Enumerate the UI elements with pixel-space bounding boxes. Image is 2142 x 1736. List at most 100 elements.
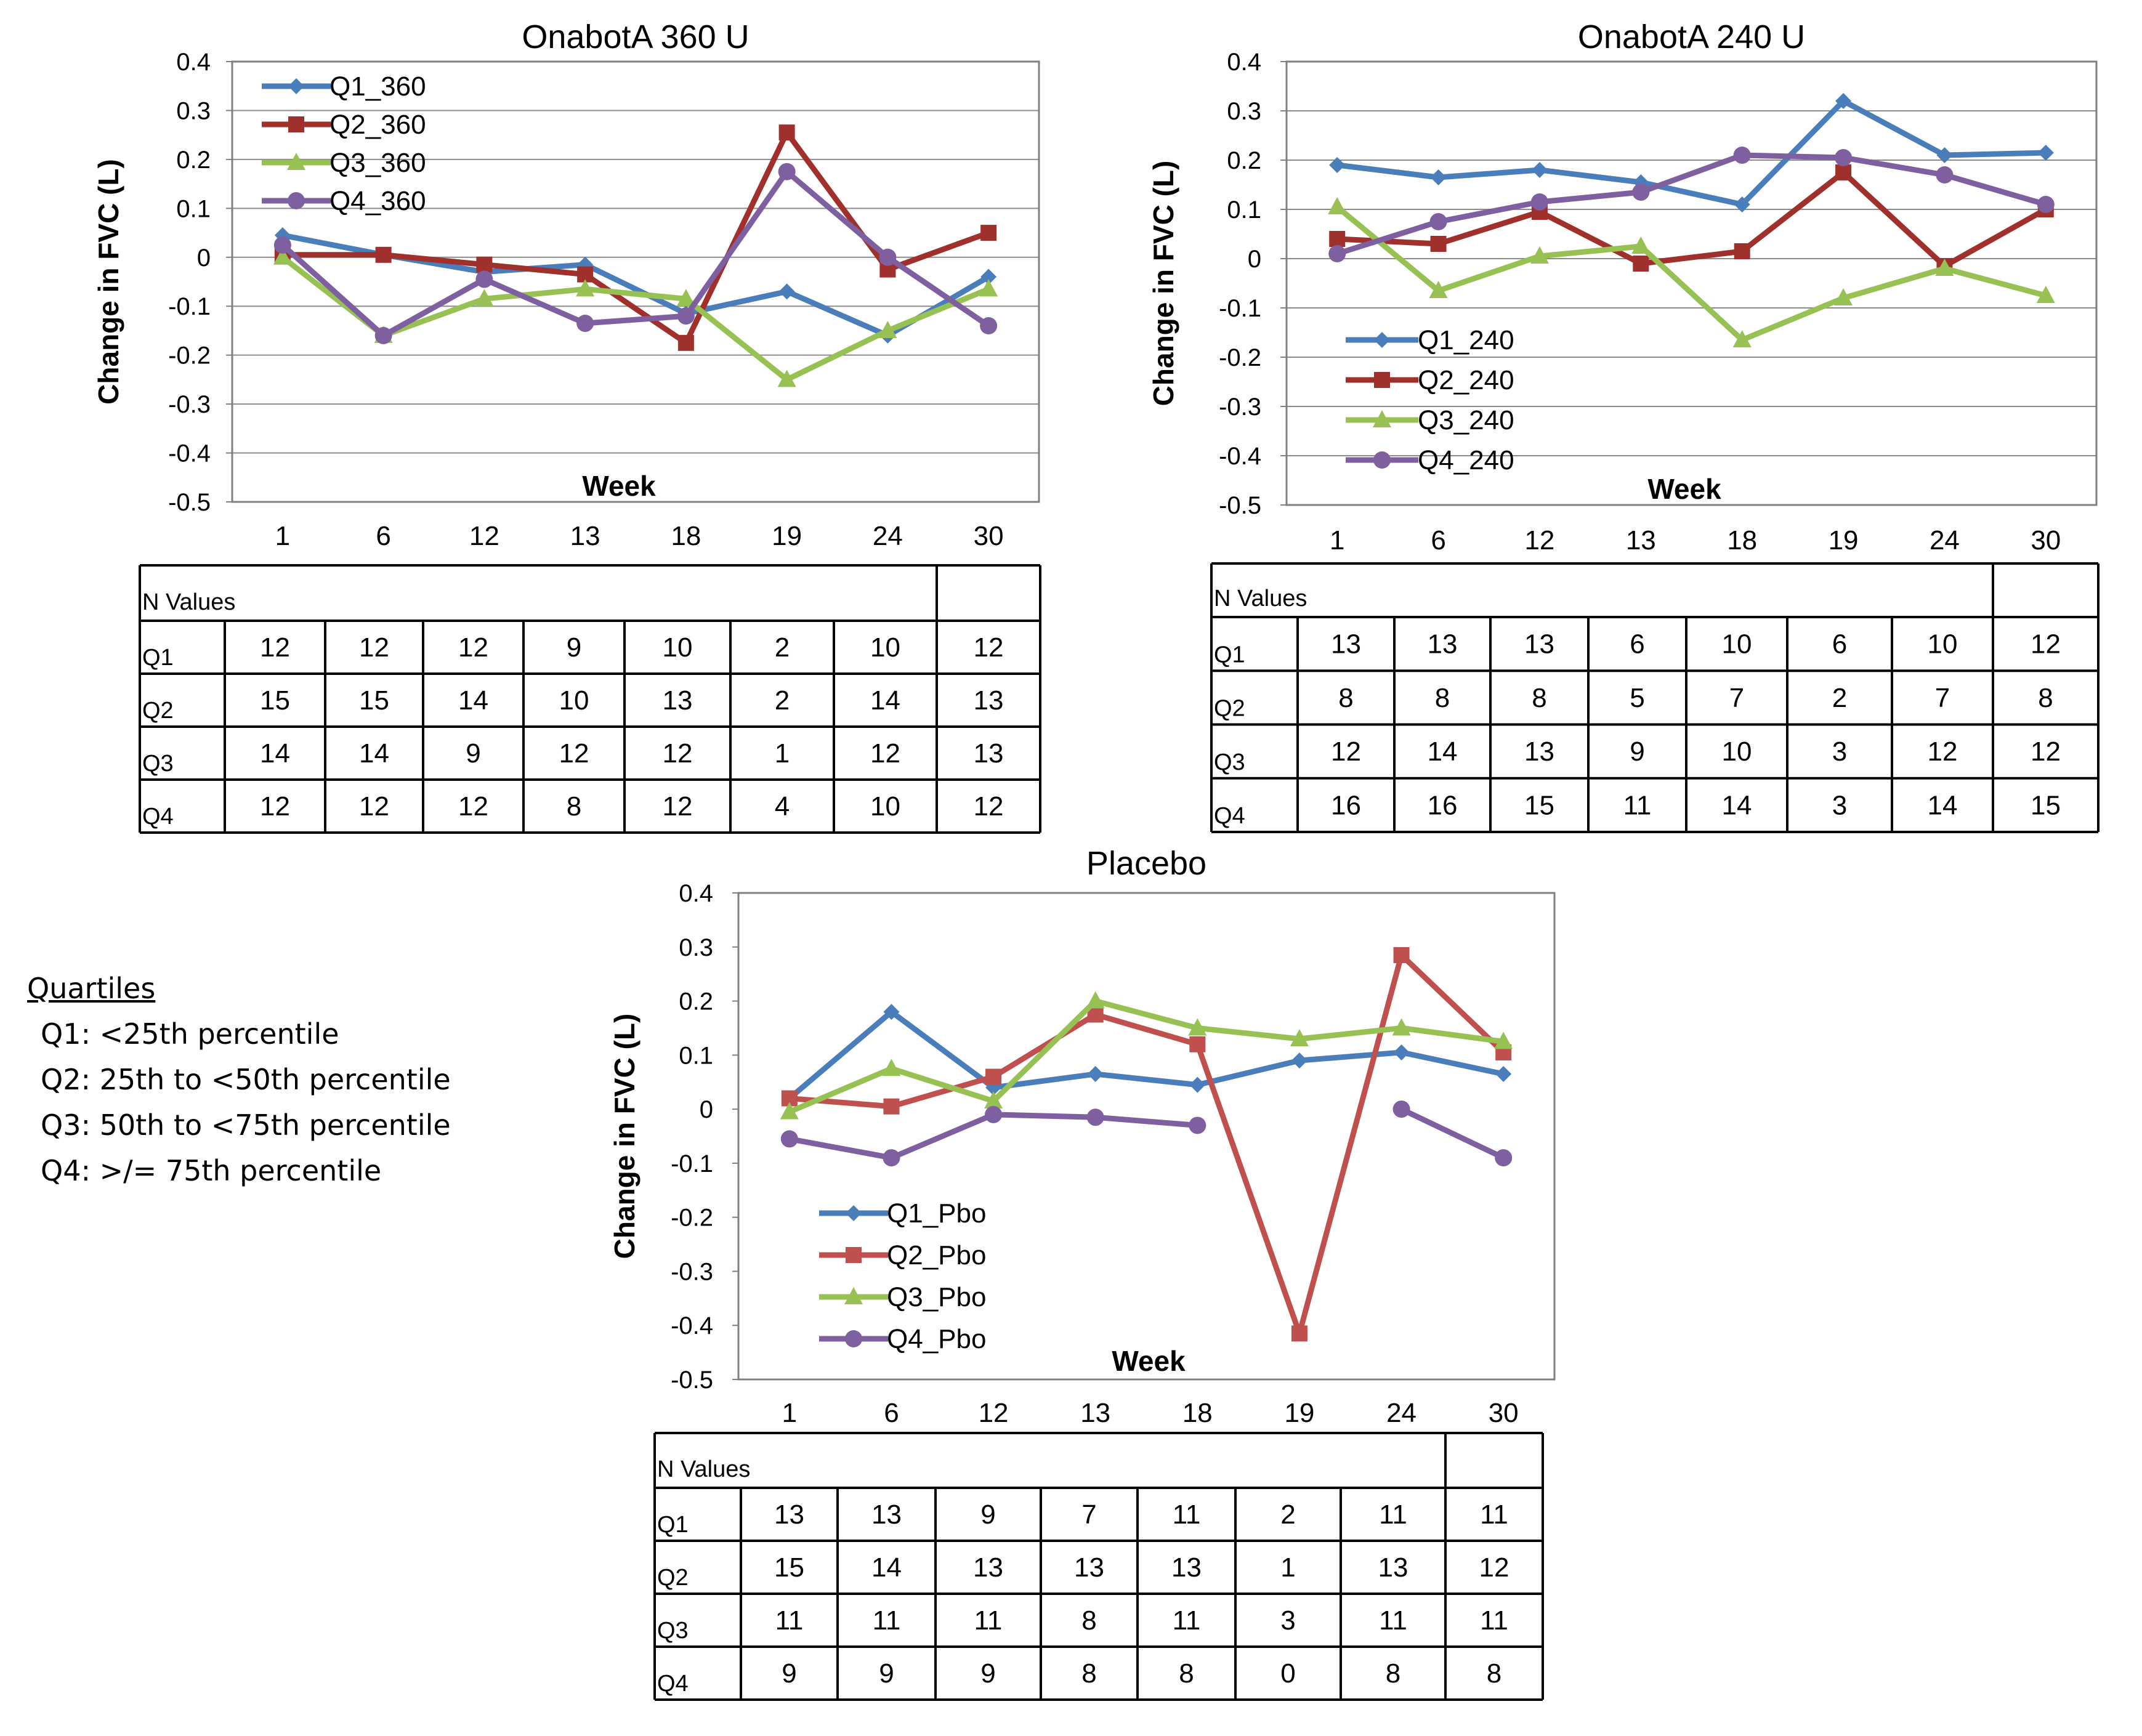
table-cell: 3	[1280, 1605, 1295, 1636]
legend-label: Q1_240	[1418, 325, 1514, 355]
table-cell: 10	[559, 685, 589, 716]
data-point	[1834, 288, 1853, 305]
y-tick-label: -0.3	[1219, 394, 1261, 421]
table-cell: 11	[1379, 1605, 1407, 1636]
x-tick-label: 19	[772, 521, 802, 551]
table-cell: 15	[2031, 790, 2061, 820]
table-cell: 3	[1832, 790, 1847, 820]
table-cell: 7	[1935, 683, 1950, 713]
legend-marker	[288, 192, 305, 209]
data-point	[677, 307, 695, 325]
table-cell: 13	[974, 738, 1004, 769]
table-row-label: Q2	[142, 698, 174, 724]
x-tick-label: 30	[1489, 1398, 1519, 1428]
y-tick-label: 0	[197, 244, 211, 272]
legend-label: Q1_Pbo	[887, 1198, 986, 1229]
data-point	[1732, 330, 1752, 347]
data-point	[1429, 213, 1447, 230]
table-cell: 12	[663, 791, 693, 822]
table-row-label: Q1	[657, 1512, 689, 1538]
y-tick-label: -0.5	[168, 489, 211, 516]
data-point	[576, 315, 594, 333]
data-point	[883, 1004, 900, 1020]
data-point	[375, 246, 392, 263]
table-cell: 10	[663, 632, 693, 663]
chart-360: OnabotA 360 U 0.4 0.3 0.2 0.1 0 -0.1 -0.2 -0.3 -0…	[92, 18, 1041, 834]
data-point	[1936, 147, 1953, 163]
table-cell: 12	[1928, 737, 1958, 767]
series-Q3_240	[1328, 197, 2055, 347]
quartile-q1-definition: Q1: <25th percentile	[41, 1017, 339, 1051]
table-cell: 11	[1173, 1500, 1201, 1530]
table-cell: 13	[1428, 629, 1458, 660]
table-cell: 15	[260, 685, 290, 716]
legend: Q1_Pbo Q2_Pbo Q3_Pbo Q4_Pbo	[819, 1198, 986, 1354]
data-point	[1531, 162, 1548, 178]
series-Q1_240	[1329, 93, 2054, 212]
table-cell: 8	[1487, 1658, 1501, 1689]
quartile-q3-definition: Q3: 50th to <75th percentile	[41, 1108, 451, 1142]
table-cell: 2	[1832, 683, 1847, 713]
table-cell: 13	[774, 1500, 804, 1530]
y-tick-label: 0.1	[176, 195, 211, 222]
quartile-q2-definition: Q2: 25th to <50th percentile	[41, 1063, 451, 1096]
chart-title: OnabotA 240 U	[1578, 18, 1805, 55]
quartile-q4-definition: Q4: >/= 75th percentile	[41, 1154, 382, 1187]
y-axis-label: Change in FVC (L)	[1147, 161, 1179, 406]
data-point	[882, 1059, 901, 1076]
legend-label: Q4_Pbo	[887, 1324, 986, 1354]
x-tick-label: 6	[884, 1398, 899, 1428]
table-cell: 10	[870, 791, 900, 822]
table-cell: 12	[2031, 629, 2061, 660]
data-point	[1936, 166, 1954, 184]
table-cell: 15	[1524, 790, 1554, 820]
y-tick-label: -0.3	[671, 1258, 713, 1285]
x-tick-label: 12	[469, 521, 499, 551]
legend-label: Q1_360	[329, 71, 426, 102]
data-point	[1291, 1325, 1307, 1342]
legend-marker	[1373, 410, 1391, 427]
data-point	[1429, 281, 1448, 298]
plot-area	[737, 892, 1556, 1381]
data-point	[1734, 196, 1750, 212]
table-cell: 14	[871, 1552, 902, 1583]
y-tick-label: 0.1	[679, 1042, 713, 1069]
data-point	[1188, 1018, 1207, 1036]
table-cell: 10	[1928, 629, 1958, 660]
table-cell: 11	[1480, 1500, 1508, 1530]
x-tick-label: 18	[1182, 1398, 1213, 1428]
n-values-table: N Values Q1 13 13 13 6 10 6 10 12 Q2 8 8 8 5 7 2 7 8 Q3 12 14…	[1210, 562, 2100, 833]
series-line	[1334, 204, 2049, 343]
y-axis-label: Change in FVC (L)	[92, 159, 124, 405]
table-cell: 7	[1081, 1500, 1096, 1530]
legend-marker	[1374, 332, 1390, 348]
table-header: N Values	[1214, 586, 1307, 612]
data-point	[1430, 236, 1447, 252]
y-tick-label: -0.3	[168, 391, 211, 418]
x-tick-label: 1	[275, 521, 290, 551]
table-cell: 10	[1722, 737, 1752, 767]
data-point	[576, 279, 595, 297]
data-point	[1328, 245, 1346, 262]
y-tick-label: 0.3	[679, 934, 713, 961]
data-point	[1290, 1029, 1309, 1046]
series-Q4_Pbo	[780, 1100, 1513, 1167]
table-cell: 1	[1280, 1552, 1295, 1583]
chart-placebo: Placebo 0.4 0.3 0.2 0.1 0 -0.1 -0.2 -0.3 -0.4 -0.5…	[608, 845, 1556, 1701]
data-point	[273, 247, 292, 265]
quartiles-legend: Quartiles Q1: <25th percentile Q2: 25th …	[27, 966, 581, 1193]
x-tick-label: 30	[2031, 525, 2061, 555]
table-cell: 11	[873, 1605, 901, 1636]
table-header: N Values	[657, 1456, 750, 1482]
table-header: N Values	[142, 589, 235, 615]
data-point	[1086, 1108, 1104, 1126]
series-line	[786, 1009, 1506, 1102]
x-tick-label: 13	[570, 521, 600, 551]
table-cell: 11	[1379, 1500, 1407, 1530]
plot-area	[231, 60, 1040, 503]
table-cell: 11	[775, 1605, 804, 1636]
table-cell: 9	[466, 738, 480, 769]
legend-label: Q2_Pbo	[887, 1240, 986, 1270]
table-cell: 9	[980, 1500, 995, 1530]
